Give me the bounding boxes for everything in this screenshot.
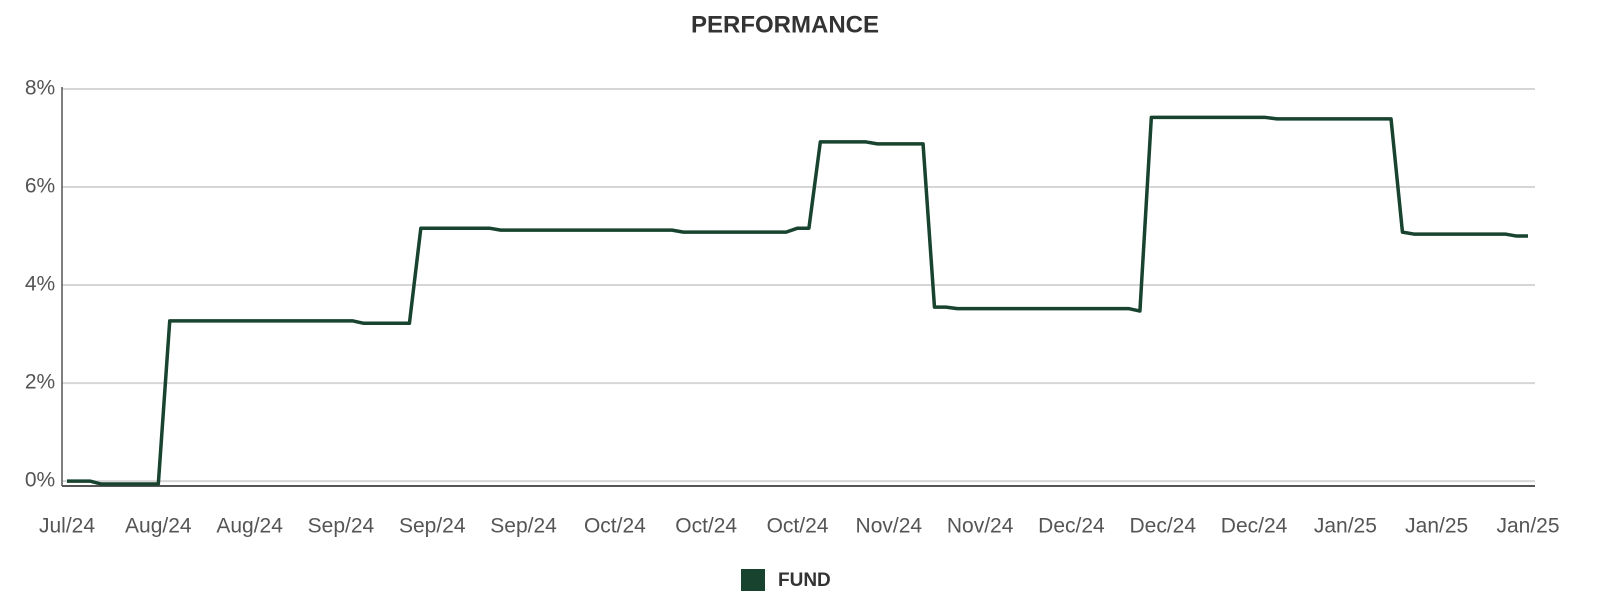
y-tick-label: 4% <box>25 273 55 296</box>
x-tick-label: Aug/24 <box>125 515 192 538</box>
x-tick-label: Aug/24 <box>216 515 283 538</box>
chart-title: PERFORMANCE <box>691 11 879 38</box>
x-tick-label: Dec/24 <box>1038 515 1105 538</box>
x-tick-label: Oct/24 <box>584 515 646 538</box>
y-tick-label: 2% <box>25 371 55 394</box>
x-tick-label: Oct/24 <box>675 515 737 538</box>
x-tick-label: Sep/24 <box>308 515 375 538</box>
x-tick-label: Oct/24 <box>767 515 829 538</box>
x-tick-label: Nov/24 <box>947 515 1014 538</box>
y-tick-label: 0% <box>25 469 55 492</box>
y-tick-label: 8% <box>25 77 55 100</box>
x-tick-label: Nov/24 <box>856 515 923 538</box>
y-tick-label: 6% <box>25 175 55 198</box>
legend-label: FUND <box>778 570 831 591</box>
fund-line <box>67 115 1528 486</box>
x-tick-label: Jan/25 <box>1496 515 1559 538</box>
x-tick-label: Jan/25 <box>1314 515 1377 538</box>
x-tick-label: Sep/24 <box>490 515 557 538</box>
x-tick-label: Sep/24 <box>399 515 466 538</box>
x-tick-label: Dec/24 <box>1129 515 1196 538</box>
x-tick-label: Jul/24 <box>39 515 95 538</box>
x-tick-label: Dec/24 <box>1221 515 1288 538</box>
x-tick-label: Jan/25 <box>1405 515 1468 538</box>
legend-swatch <box>741 569 765 591</box>
